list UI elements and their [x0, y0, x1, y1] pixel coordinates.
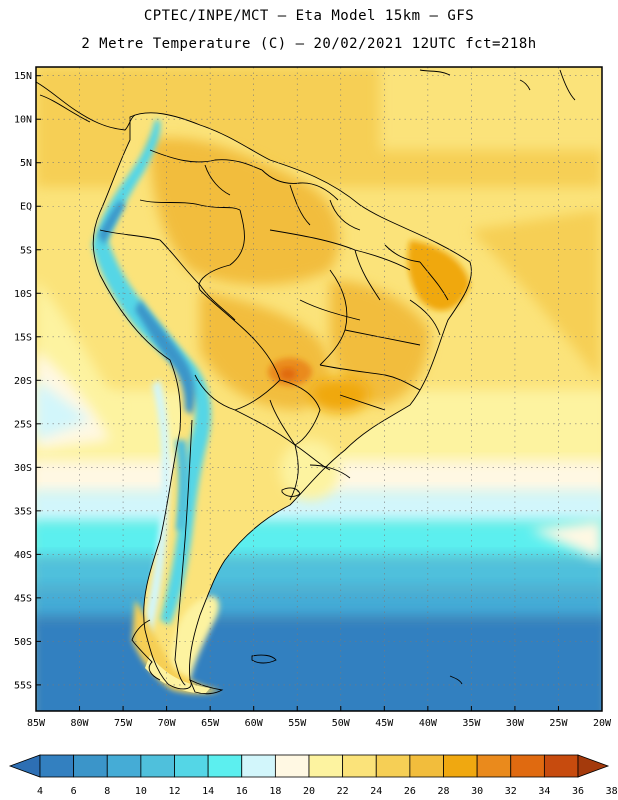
colorbar-swatch [443, 754, 478, 778]
colorbar-swatch [39, 754, 75, 778]
lat-tick-label: 10S [14, 289, 32, 300]
lat-tick-label: 25S [14, 419, 32, 430]
colorbar-label: 16 [236, 786, 248, 797]
colorbar-label: 14 [202, 786, 214, 797]
lon-tick-label: 75W [114, 718, 133, 729]
lon-tick-label: 60W [245, 718, 264, 729]
colorbar-swatch [106, 754, 142, 778]
colorbar-swatch [174, 754, 209, 778]
colorbar-label: 8 [104, 786, 110, 797]
lat-tick-label: 15S [14, 332, 32, 343]
grid-lines [36, 67, 602, 711]
colorbar-swatch [476, 754, 512, 778]
colorbar-max-arrow [577, 754, 610, 778]
lon-tick-label: 80W [71, 718, 90, 729]
colorbar-swatch [207, 754, 243, 778]
lat-tick-label: 45S [14, 593, 32, 604]
lat-tick-label: 10N [14, 115, 32, 126]
colorbar-swatch [375, 754, 411, 778]
lat-tick-label: 20S [14, 376, 32, 387]
lat-tick-label: 35S [14, 506, 32, 517]
colorbar-swatch [140, 754, 175, 778]
colorbar-label: 6 [71, 786, 77, 797]
colorbar-label: 38 [606, 786, 618, 797]
colorbar-label: 34 [538, 786, 550, 797]
map-title-line2: 2 Metre Temperature (C) – 20/02/2021 12U… [81, 36, 537, 52]
colorbar-swatch [308, 754, 344, 778]
lon-tick-label: 30W [506, 718, 525, 729]
colorbar-swatch [543, 754, 579, 778]
colorbar-swatch [274, 754, 310, 778]
lat-tick-label: 40S [14, 550, 32, 561]
lon-tick-label: 55W [288, 718, 307, 729]
map-frame [35, 66, 603, 712]
lon-tick-label: 20W [593, 718, 612, 729]
lon-tick-label: 25W [549, 718, 568, 729]
lat-tick-label: 5S [20, 245, 32, 256]
colorbar-label: 36 [572, 786, 584, 797]
lat-tick-label: 5N [20, 158, 32, 169]
lon-tick-label: 35W [462, 718, 481, 729]
colorbar-label: 10 [135, 786, 147, 797]
lon-tick-label: 65W [201, 718, 220, 729]
colorbar-label: 20 [303, 786, 315, 797]
colorbar-label: 4 [37, 786, 43, 797]
map-title-line1: CPTEC/INPE/MCT – Eta Model 15km – GFS [143, 8, 475, 24]
lat-tick-label: 30S [14, 463, 32, 474]
lat-tick-label: 55S [14, 680, 32, 691]
colorbar-label: 18 [269, 786, 281, 797]
colorbar-label: 12 [168, 786, 180, 797]
temperature-field [36, 67, 602, 711]
colorbar-label: 28 [437, 786, 449, 797]
lat-tick-label: 15N [14, 71, 32, 82]
lon-tick-label: 50W [332, 718, 351, 729]
colorbar-min-arrow [8, 754, 41, 778]
lon-tick-label: 85W [27, 718, 46, 729]
colorbar-swatch [73, 754, 108, 778]
colorbar-label: 32 [505, 786, 517, 797]
temperature-colorbar: 4 6 8 10 12 14 16 18 20 22 24 26 28 30 32 34 36 38 [8, 754, 618, 797]
lon-tick-label: 45W [375, 718, 394, 729]
colorbar-swatch [241, 754, 276, 778]
lon-tick-label: 70W [158, 718, 177, 729]
colorbar-label: 22 [337, 786, 349, 797]
colorbar-swatch [409, 754, 444, 778]
colorbar-label: 26 [404, 786, 416, 797]
colorbar-label: 24 [370, 786, 382, 797]
country-borders [36, 69, 576, 695]
longitude-labels: 85W 80W 75W 70W 65W 60W 55W 50W 45W 40W 35W 30W 25W 2… [27, 706, 612, 729]
lat-tick-label: EQ [20, 202, 32, 213]
colorbar-label: 30 [471, 786, 483, 797]
lat-tick-label: 50S [14, 637, 32, 648]
colorbar-swatch [342, 754, 377, 778]
lon-tick-label: 40W [419, 718, 438, 729]
colorbar-swatch [510, 754, 545, 778]
latitude-labels: 15N 10N 5N EQ 5S 10S 15S 20S 25S 30S 35S 40S 45S 50S 5… [14, 71, 41, 691]
